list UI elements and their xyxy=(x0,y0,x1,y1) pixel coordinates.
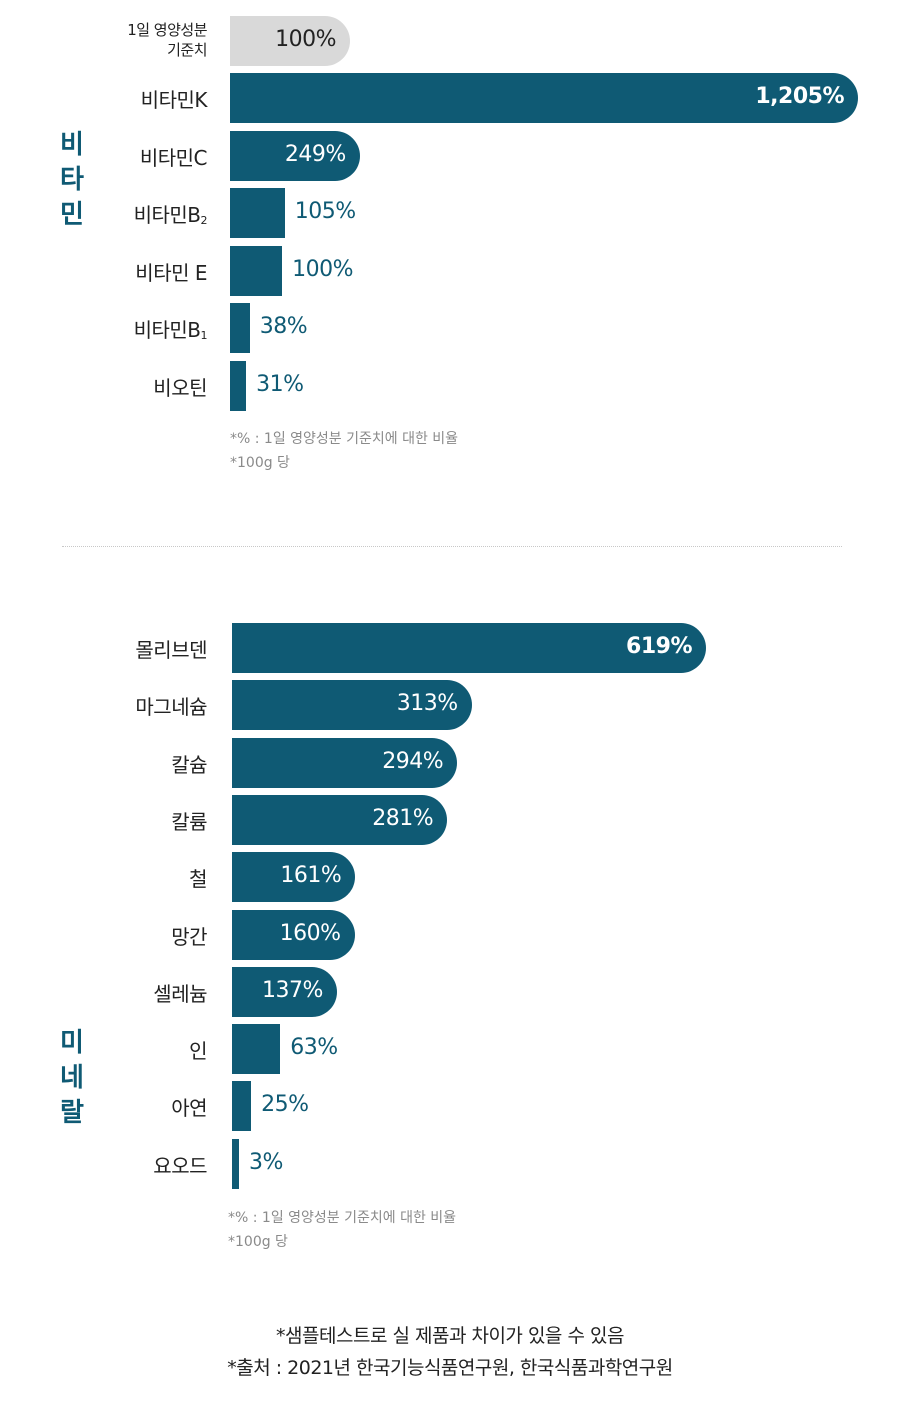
value-label: 249% xyxy=(284,141,346,167)
value-label: 105% xyxy=(294,199,356,224)
category-label: 아연 xyxy=(171,1096,207,1121)
mineral-note: *% : 1일 영양성분 기준치에 대한 비율 *100g 당 xyxy=(228,1206,456,1254)
category-label: 마그네슘 xyxy=(135,695,207,720)
value-label: 63% xyxy=(290,1035,338,1061)
data-bar xyxy=(230,360,247,411)
value-label: 313% xyxy=(396,691,458,717)
data-bar xyxy=(232,680,472,731)
vitamin-note-per100g: *100g 당 xyxy=(230,455,290,471)
category-label: 비타민 E xyxy=(135,260,207,285)
data-bar xyxy=(232,737,458,788)
value-label: 3% xyxy=(249,1149,283,1175)
section-divider xyxy=(62,546,842,547)
data-bar xyxy=(232,623,706,673)
footer: *샘플테스트로 실 제품과 차이가 있을 수 있음 *출처 : 2021년 한국… xyxy=(0,1320,900,1384)
data-bar xyxy=(232,1024,281,1075)
mineral-note-ratio: *% : 1일 영양성분 기준치에 대한 비율 xyxy=(228,1210,457,1226)
reference-label: 1일 영양성분 기준치 xyxy=(127,21,207,59)
category-label: 칼슘 xyxy=(171,752,207,777)
data-bar xyxy=(232,966,337,1017)
category-label: 칼륨 xyxy=(171,809,207,834)
category-label: 요오드 xyxy=(153,1153,207,1178)
value-label: 294% xyxy=(382,748,444,774)
data-bar xyxy=(232,909,355,960)
value-label: 38% xyxy=(259,314,308,339)
value-label: 281% xyxy=(372,805,434,831)
data-bar xyxy=(230,73,858,123)
vitamin-note-ratio: *% : 1일 영양성분 기준치에 대한 비율 xyxy=(230,431,459,447)
data-bar xyxy=(232,852,356,903)
value-label: 161% xyxy=(280,863,342,889)
value-label: 160% xyxy=(279,920,341,946)
data-bar xyxy=(230,303,250,353)
category-label: 셀레늄 xyxy=(153,981,207,1006)
value-label: 137% xyxy=(262,977,323,1003)
value-label: 25% xyxy=(261,1092,309,1118)
category-label: 망간 xyxy=(171,924,207,949)
category-label: 철 xyxy=(189,867,207,892)
data-bar xyxy=(230,245,283,296)
data-bar xyxy=(230,130,360,181)
category-label: 비타민B1 xyxy=(133,318,208,342)
vitamin-note: *% : 1일 영양성분 기준치에 대한 비율 *100g 당 xyxy=(230,427,458,475)
category-label: 비오틴 xyxy=(153,375,207,400)
category-label: 비타민B2 xyxy=(133,203,208,227)
data-bar xyxy=(230,188,285,238)
mineral-note-per100g: *100g 당 xyxy=(228,1234,288,1250)
category-label: 인 xyxy=(189,1039,207,1064)
reference-value-label: 100% xyxy=(275,27,336,52)
value-label: 619% xyxy=(626,634,692,659)
footer-disclaimer: *샘플테스트로 실 제품과 차이가 있을 수 있음 xyxy=(276,1325,624,1347)
category-label: 비타민C xyxy=(139,145,208,170)
category-label: 비타민K xyxy=(140,88,208,112)
category-label: 몰리브덴 xyxy=(135,638,207,662)
footer-source: *출처 : 2021년 한국기능식품연구원, 한국식품과학연구원 xyxy=(227,1357,673,1379)
value-label: 100% xyxy=(292,256,354,282)
value-label: 1,205% xyxy=(755,84,844,109)
reference-bar xyxy=(230,16,350,66)
data-bar xyxy=(232,1138,239,1189)
data-bar xyxy=(232,1081,252,1132)
value-label: 31% xyxy=(256,371,304,397)
data-bar xyxy=(232,794,448,845)
